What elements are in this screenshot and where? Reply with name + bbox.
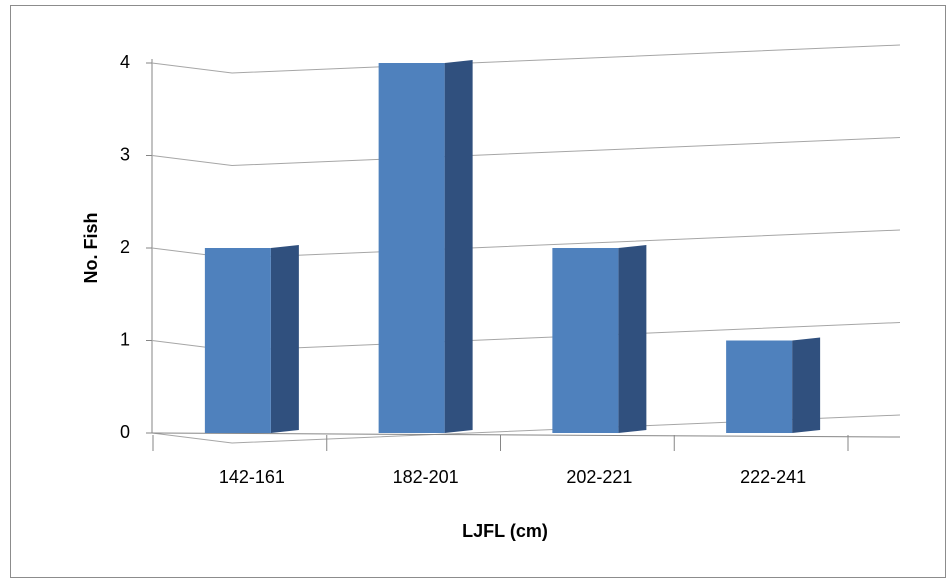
- x-axis: [151, 432, 901, 438]
- bar-side: [618, 245, 647, 433]
- grid-line: [151, 137, 901, 167]
- bar-side: [270, 245, 299, 433]
- y-tick-label: 3: [120, 144, 130, 164]
- x-tick-label: 202-221: [566, 467, 632, 487]
- bar-side: [792, 337, 821, 433]
- bar: [378, 63, 445, 433]
- grid-line: [151, 44, 901, 74]
- x-axis-label: LJFL (cm): [462, 521, 548, 541]
- x-tick-label: 142-161: [219, 467, 285, 487]
- x-tick-label: 222-241: [740, 467, 806, 487]
- y-tick-label: 1: [120, 329, 130, 349]
- bar: [726, 340, 793, 433]
- y-tick-label: 2: [120, 237, 130, 257]
- x-tick-label: 182-201: [393, 467, 459, 487]
- bar: [204, 248, 271, 433]
- bar-side: [444, 60, 473, 433]
- grid-line: [151, 414, 901, 444]
- y-axis-label: No. Fish: [81, 213, 101, 284]
- bar: [552, 248, 619, 433]
- chart-border: [10, 5, 946, 578]
- y-tick-label: 0: [120, 422, 130, 442]
- y-tick-label: 4: [120, 52, 130, 72]
